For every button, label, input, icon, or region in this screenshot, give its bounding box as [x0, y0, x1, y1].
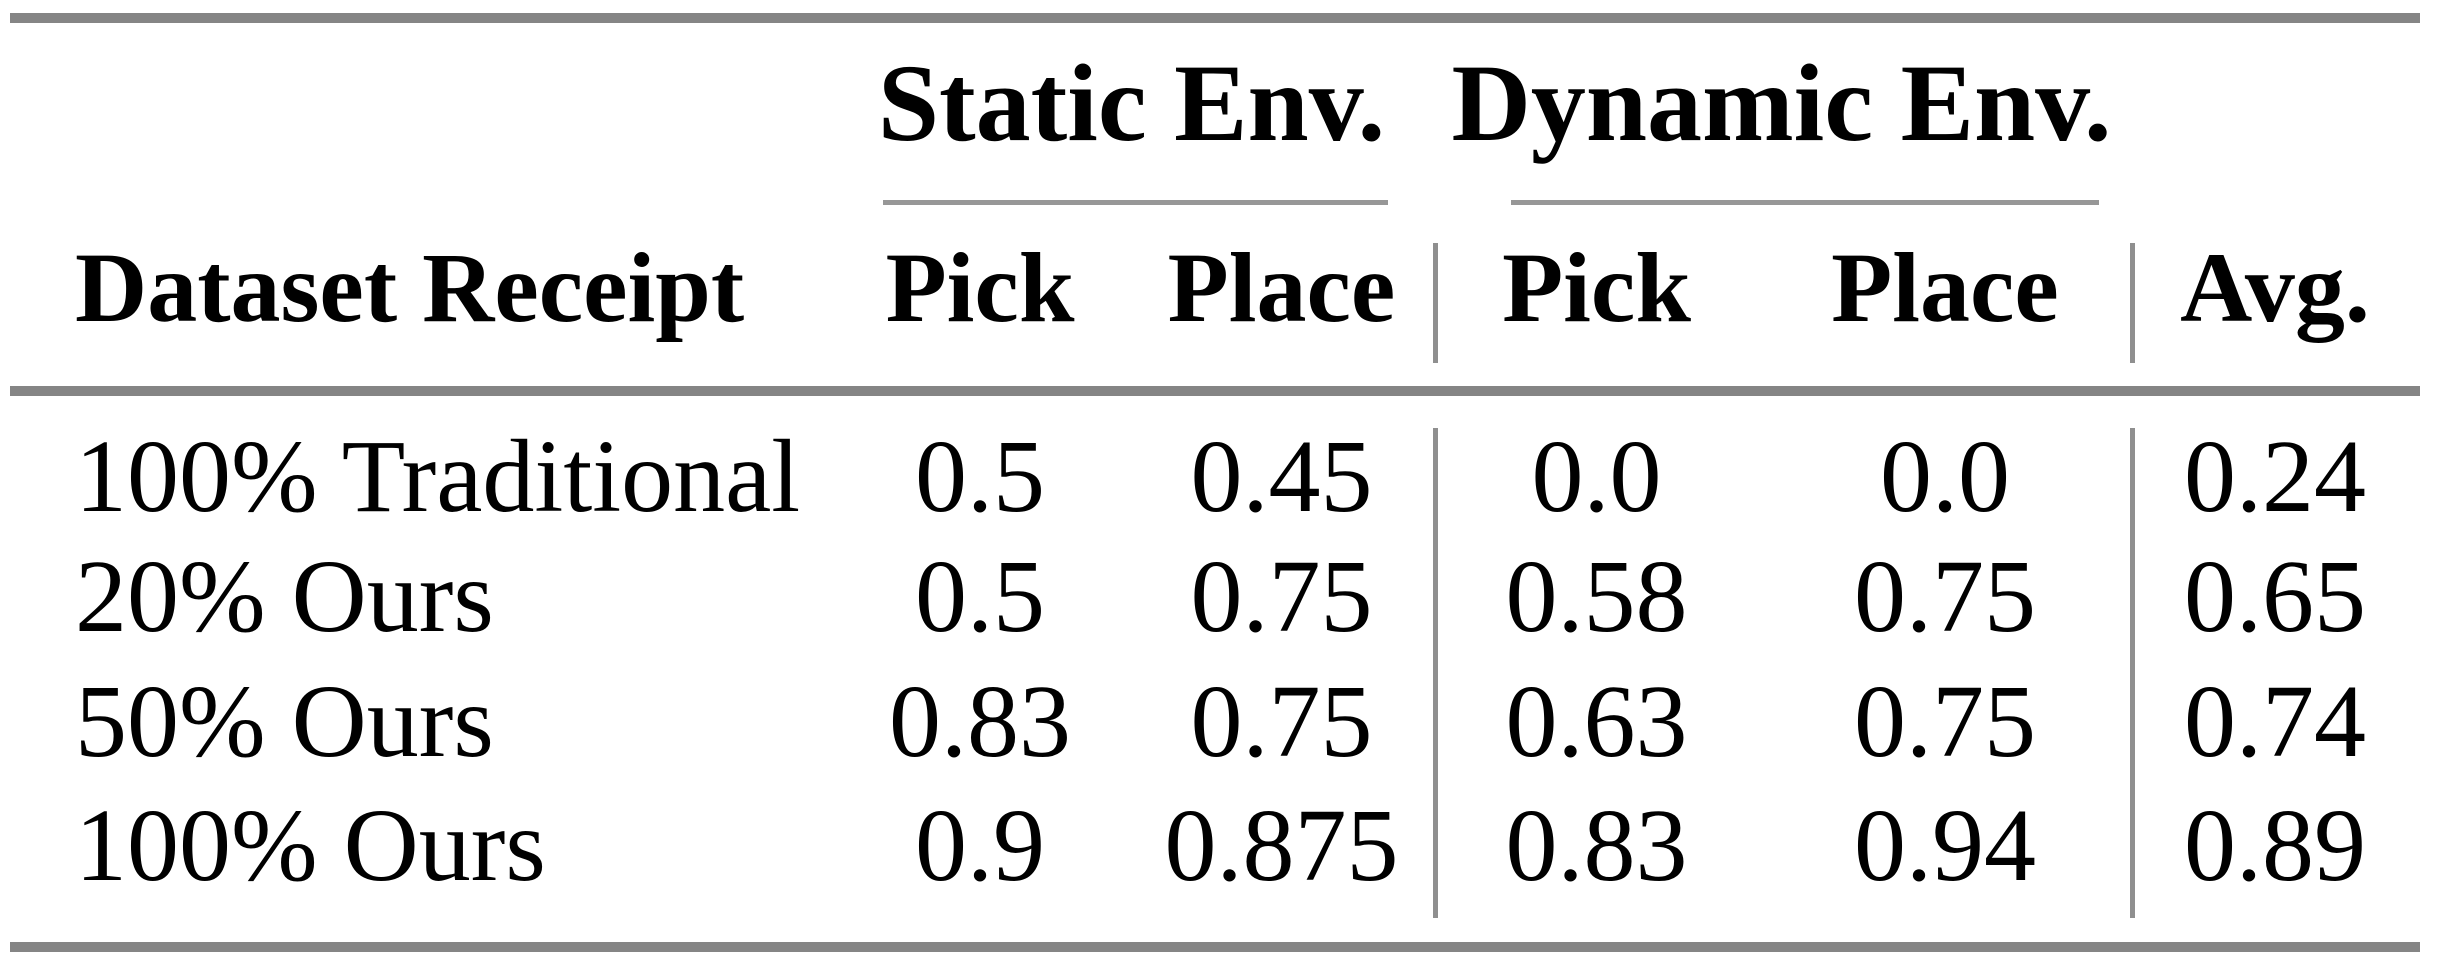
static-env-cmidrule: [883, 200, 1388, 205]
cell-static-pick: 0.5: [915, 419, 1045, 534]
cell-dynamic-place: 0.75: [1854, 664, 2036, 779]
cell-dynamic-pick: 0.0: [1531, 419, 1662, 534]
cell-dynamic-pick: 0.58: [1505, 539, 1688, 654]
vertical-rule-dynamic-avg-header: [2130, 243, 2135, 363]
vertical-rule-static-dynamic-header: [1433, 243, 1438, 363]
group-header-row: Static Env. Dynamic Env.: [75, 42, 2420, 165]
row-label: 20% Ours: [75, 539, 494, 654]
cell-avg: 0.74: [2184, 664, 2366, 779]
cell-static-place: 0.45: [1190, 419, 1373, 534]
table-row: 100% Ours 0.9 0.875 0.83 0.94 0.89: [75, 784, 2420, 907]
column-header-dynamic-place: Place: [1831, 232, 2059, 343]
cell-dynamic-place: 0.0: [1880, 419, 2010, 534]
cell-static-place: 0.75: [1190, 664, 1373, 779]
column-header-avg: Avg.: [2180, 232, 2370, 343]
row-label: 100% Traditional: [75, 419, 801, 534]
cell-dynamic-place: 0.94: [1854, 788, 2036, 903]
column-header-row: Dataset Receipt Pick Place Pick Place Av…: [75, 226, 2420, 349]
row-label: 50% Ours: [75, 664, 494, 779]
table-mid-rule: [10, 386, 2420, 396]
column-header-dataset-receipt: Dataset Receipt: [75, 232, 745, 343]
table-row: 50% Ours 0.83 0.75 0.63 0.75 0.74: [75, 660, 2420, 783]
cell-static-pick: 0.83: [889, 664, 1071, 779]
cell-avg: 0.24: [2184, 419, 2366, 534]
column-header-dynamic-pick: Pick: [1502, 232, 1691, 343]
table-row: 100% Traditional 0.5 0.45 0.0 0.0 0.24: [75, 415, 2420, 538]
group-header-static-env: Static Env.: [877, 42, 1386, 164]
cell-dynamic-pick: 0.83: [1505, 788, 1688, 903]
column-header-static-pick: Pick: [885, 232, 1075, 343]
cell-dynamic-place: 0.75: [1854, 539, 2036, 654]
cell-static-pick: 0.9: [915, 788, 1045, 903]
cell-static-place: 0.75: [1190, 539, 1373, 654]
cell-dynamic-pick: 0.63: [1505, 664, 1688, 779]
vertical-rule-dynamic-avg-body: [2130, 428, 2135, 918]
table-row: 20% Ours 0.5 0.75 0.58 0.75 0.65: [75, 535, 2420, 658]
cell-avg: 0.89: [2184, 788, 2366, 903]
table-top-rule: [10, 13, 2420, 23]
group-header-spacer-right: [2130, 42, 2420, 165]
table-bottom-rule: [10, 942, 2420, 952]
group-header-dynamic-env: Dynamic Env.: [1451, 42, 2112, 164]
cell-static-pick: 0.5: [915, 539, 1045, 654]
group-header-spacer: [75, 42, 830, 165]
vertical-rule-static-dynamic-body: [1433, 428, 1438, 918]
row-label: 100% Ours: [75, 788, 546, 903]
cell-avg: 0.65: [2184, 539, 2366, 654]
cell-static-place: 0.875: [1164, 788, 1399, 903]
column-header-static-place: Place: [1167, 232, 1396, 343]
dynamic-env-cmidrule: [1511, 200, 2099, 205]
